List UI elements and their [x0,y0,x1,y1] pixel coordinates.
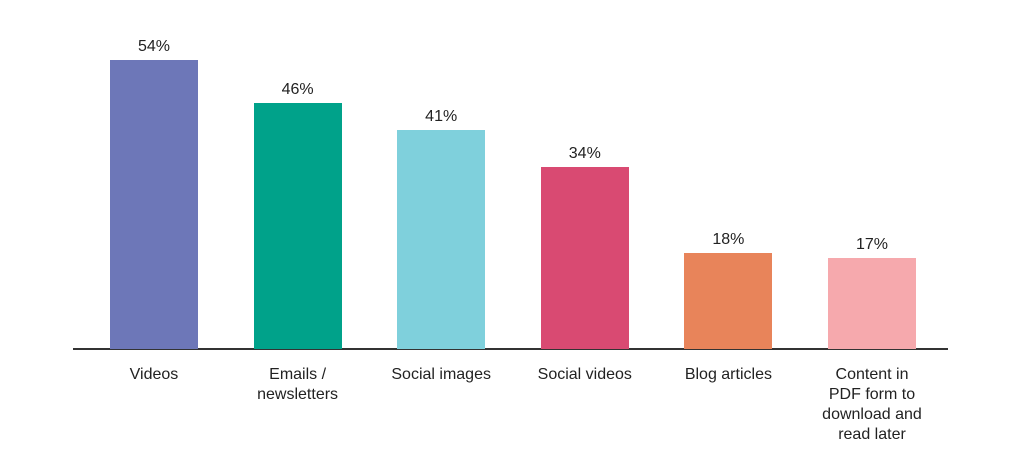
x-tick-label: Blog articles [684,366,772,383]
bar [110,60,198,349]
x-tick-label: Social images [391,366,491,383]
x-tick-label: Content in PDF form to download and read… [822,366,922,443]
bar [397,129,486,349]
value-label: 41% [425,107,458,125]
x-tick-label: Videos [129,366,179,383]
x-tick-label: Social videos [537,366,632,383]
value-label: 54% [137,38,171,56]
bar [540,167,629,349]
bar [828,258,916,349]
value-label: 17% [855,236,889,254]
bar [253,102,342,349]
x-tick-label: Emails / newsletters [257,366,339,403]
baseline [73,348,948,350]
value-label: 34% [568,145,601,163]
value-label: 18% [712,230,745,248]
bar [684,252,773,349]
value-label: 46% [281,80,314,98]
